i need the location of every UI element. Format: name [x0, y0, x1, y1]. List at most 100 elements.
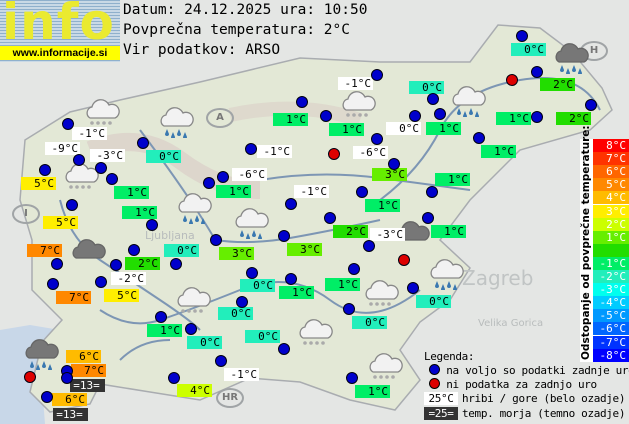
station-temperature-label: 0°C [146, 150, 181, 163]
station-dot[interactable] [346, 372, 358, 384]
station-dot[interactable] [371, 133, 383, 145]
station-temperature-label: 1°C [147, 324, 182, 337]
station-dot[interactable] [95, 162, 107, 174]
station-temperature-label: 1°C [365, 199, 400, 212]
station-dot[interactable] [245, 143, 257, 155]
scale-row: -7°C [593, 335, 629, 349]
station-temperature-label: 0°C [240, 279, 275, 292]
station-dot[interactable] [531, 66, 543, 78]
cloud-rain-icon [176, 190, 212, 228]
station-dot[interactable] [246, 267, 258, 279]
scale-row [593, 243, 629, 257]
station-temperature-label: 6°C [52, 393, 87, 406]
station-dot[interactable] [356, 186, 368, 198]
station-dot[interactable] [217, 171, 229, 183]
no-data-station-dot[interactable] [24, 371, 36, 383]
station-temperature-label: 1°C [279, 286, 314, 299]
station-dot[interactable] [236, 296, 248, 308]
station-dot[interactable] [285, 198, 297, 210]
station-dot[interactable] [371, 69, 383, 81]
logo-url[interactable]: www.informacije.si [0, 46, 120, 60]
station-dot[interactable] [324, 212, 336, 224]
scale-row: 4°C [593, 191, 629, 205]
station-dot[interactable] [473, 132, 485, 144]
station-dot[interactable] [95, 276, 107, 288]
station-dot[interactable] [66, 199, 78, 211]
station-temperature-label: -3°C [370, 228, 405, 241]
station-temperature-label: -1°C [294, 185, 329, 198]
station-temperature-label: 0°C [352, 316, 387, 329]
logo[interactable]: info www.informacije.si [0, 0, 120, 62]
legend-no-data: ni podatka za zadnjo uro [429, 378, 597, 391]
station-temperature-label: 5°C [43, 216, 78, 229]
station-dot[interactable] [41, 391, 53, 403]
station-dot[interactable] [137, 137, 149, 149]
station-dot[interactable] [407, 282, 419, 294]
station-dot[interactable] [47, 278, 59, 290]
no-data-station-dot[interactable] [398, 254, 410, 266]
station-dot[interactable] [61, 372, 73, 384]
station-dot[interactable] [278, 343, 290, 355]
cloud-rain-icon [450, 83, 486, 121]
header-date: Datum: 24.12.2025 ura: 10:50 [123, 2, 368, 18]
legend-mountain: 25°C hribi / gore (belo ozadje) [424, 392, 625, 405]
station-dot[interactable] [215, 355, 227, 367]
scale-row: 1°C [593, 230, 629, 244]
station-dot[interactable] [363, 240, 375, 252]
header-source: Vir podatkov: ARSO [123, 42, 281, 58]
sea-temperature-label: =13= [70, 379, 105, 392]
scale-row: -8°C [593, 348, 629, 362]
station-dot[interactable] [73, 154, 85, 166]
station-dot[interactable] [516, 30, 528, 42]
blue-dot-icon [429, 364, 440, 375]
station-temperature-label: 2°C [125, 257, 160, 270]
station-dot[interactable] [427, 93, 439, 105]
station-dot[interactable] [278, 230, 290, 242]
map-label-austria: A [206, 108, 234, 128]
station-dot[interactable] [426, 186, 438, 198]
station-dot[interactable] [110, 259, 122, 271]
no-data-station-dot[interactable] [328, 148, 340, 160]
station-dot[interactable] [296, 96, 308, 108]
station-dot[interactable] [434, 108, 446, 120]
station-dot[interactable] [210, 234, 222, 246]
station-dot[interactable] [128, 244, 140, 256]
station-dot[interactable] [168, 372, 180, 384]
station-temperature-label: 3°C [219, 247, 254, 260]
station-dot[interactable] [62, 118, 74, 130]
station-dot[interactable] [531, 111, 543, 123]
station-dot[interactable] [422, 212, 434, 224]
station-dot[interactable] [343, 303, 355, 315]
station-temperature-label: 5°C [21, 177, 56, 190]
station-temperature-label: -1°C [72, 127, 107, 140]
station-dot[interactable] [155, 311, 167, 323]
station-temperature-label: 1°C [114, 186, 149, 199]
station-dot[interactable] [51, 258, 63, 270]
station-dot[interactable] [320, 110, 332, 122]
scale-row: 5°C [593, 178, 629, 192]
cloud-rain-icon [158, 104, 194, 142]
station-temperature-label: 0°C [164, 244, 199, 257]
station-dot[interactable] [185, 323, 197, 335]
station-dot[interactable] [146, 219, 158, 231]
station-dot[interactable] [388, 158, 400, 170]
station-dot[interactable] [585, 99, 597, 111]
cloud-rain-icon [233, 205, 269, 243]
station-dot[interactable] [39, 164, 51, 176]
station-temperature-label: -1°C [338, 77, 373, 90]
station-dot[interactable] [106, 173, 118, 185]
deviation-scale: Odstopanje od povprečne temperature: 8°C… [580, 125, 629, 362]
no-data-station-dot[interactable] [506, 74, 518, 86]
cloud-snow-icon [84, 96, 120, 134]
scale-row: 7°C [593, 152, 629, 166]
station-dot[interactable] [170, 258, 182, 270]
station-temperature-label: 1°C [216, 185, 251, 198]
map-label-velika-gorica: Velika Gorica [478, 318, 544, 329]
station-dot[interactable] [203, 177, 215, 189]
station-temperature-label: -3°C [90, 149, 125, 162]
station-dot[interactable] [285, 273, 297, 285]
scale-row: 8°C [593, 139, 629, 153]
legend-sea-text: temp. morja (temno ozadje) [462, 407, 626, 420]
station-dot[interactable] [348, 263, 360, 275]
station-dot[interactable] [409, 110, 421, 122]
